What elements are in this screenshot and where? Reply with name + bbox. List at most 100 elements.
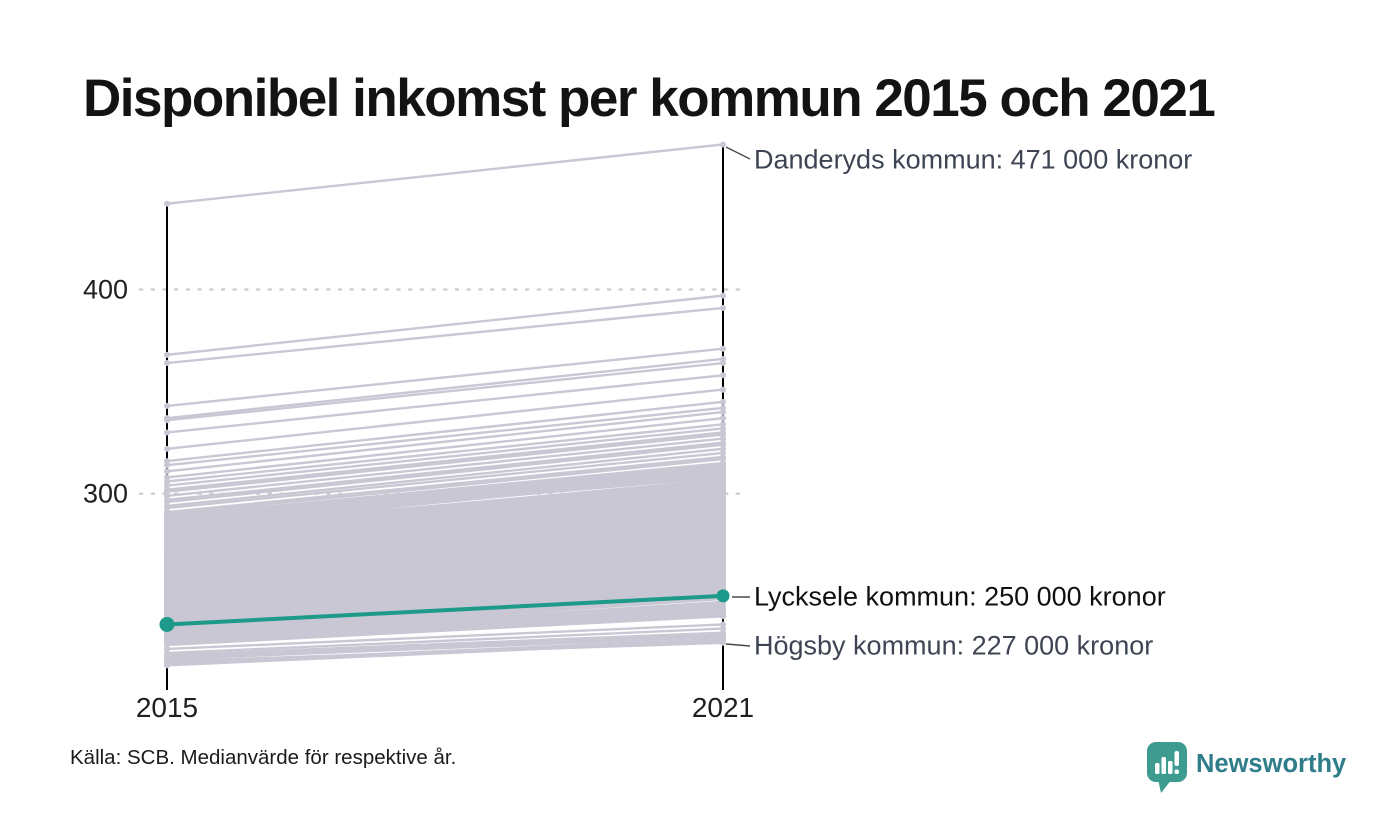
line-endpoint-dot [720,398,726,405]
source-note: Källa: SCB. Medianvärde för respektive å… [70,746,457,769]
municipality-line [166,437,724,497]
brand-name: Newsworthy [1196,750,1347,778]
line-endpoint-dot [164,200,170,207]
municipality-line [166,530,724,584]
line-endpoint-dot [720,292,726,299]
municipality-line [166,357,724,420]
municipality-line [166,514,724,568]
municipality-line [166,416,724,479]
municipality-line [166,542,724,597]
line-endpoint-dot [164,429,170,436]
municipality-line [166,509,724,564]
municipality-line [166,294,724,357]
municipality-line [166,433,724,493]
municipality-line [166,633,724,659]
highlighted-dot-2021 [716,589,730,603]
municipality-line [166,490,724,538]
municipality-line [166,502,724,551]
municipality-line [166,516,724,570]
municipality-line [166,631,724,657]
line-endpoint-dot [720,415,726,422]
leader-hogsby [725,643,751,647]
municipality-line [166,476,724,526]
line-endpoint-dot [720,639,726,646]
municipality-line [166,498,724,547]
municipality-line [166,447,724,508]
annotation-danderyd: Danderyds kommun: 471 000 kronor [754,144,1193,175]
line-endpoint-dot [164,360,170,367]
annotation-lycksele: Lycksele kommun: 250 000 kronor [754,581,1166,612]
municipality-line [166,431,724,491]
municipality-line [166,641,724,663]
line-endpoint-dot [164,402,170,409]
municipality-line [166,443,724,504]
line-endpoint-dot [720,304,726,311]
line-endpoint-dot [720,468,726,475]
municipality-line [166,524,724,578]
line-endpoint-dot [164,351,170,358]
municipality-line [166,635,724,661]
x-axis-label-2021: 2021 [691,692,755,723]
line-endpoint-dot [164,658,170,665]
highlighted-line-lycksele [166,593,724,627]
municipality-line [166,627,724,655]
line-endpoint-dot [720,360,726,367]
municipality-line [166,143,724,205]
brand-logo: Newsworthy [1147,742,1346,794]
municipality-line [166,623,724,651]
municipality-line [166,518,724,572]
municipality-line [166,536,724,590]
municipality-line [166,505,724,560]
municipality-line [166,410,724,473]
municipality-line [166,534,724,588]
leader-danderyd [725,146,751,160]
y-axis-tick-400: 400 [82,274,128,304]
municipality-line [166,306,724,365]
newsworthy-icon [1147,742,1187,793]
line-endpoint-dot [720,613,726,620]
line-endpoint-dot [164,445,170,452]
line-endpoint-dot [164,468,170,475]
municipality-line [166,507,724,562]
municipality-line [166,540,724,595]
municipality-line [166,522,724,576]
municipality-line [166,526,724,580]
line-endpoint-dot [720,386,726,393]
municipality-line [166,361,724,422]
municipality-line [166,520,724,574]
line-endpoint-dot [720,372,726,379]
line-endpoint-dot [164,462,170,469]
line-endpoint-dot [164,417,170,424]
chart-title: Disponibel inkomst per kommun 2015 och 2… [83,69,1216,128]
municipality-line [166,441,724,502]
municipality-line [166,532,724,586]
line-endpoint-dot [720,345,726,352]
municipality-line [166,480,724,530]
municipality-line [166,427,724,487]
municipality-line [166,347,724,408]
municipality-line [166,494,724,542]
municipality-line [166,528,724,582]
municipality-line [166,388,724,451]
highlighted-dot-2015 [159,616,175,632]
municipality-line [166,374,724,434]
municipality-line [166,597,724,638]
annotation-hogsby: Högsby kommun: 227 000 kronor [754,630,1154,661]
line-endpoint-dot [720,141,726,148]
line-endpoint-dot [164,515,170,522]
y-axis-tick-300: 300 [82,478,128,509]
line-endpoint-dot [164,525,170,532]
municipality-line [166,406,724,467]
municipality-line [166,538,724,592]
municipality-line [166,461,724,518]
municipality-line [166,470,724,520]
municipality-line [166,455,724,514]
municipality-line [166,511,724,566]
municipality-line [166,423,724,483]
municipality-line [166,615,724,647]
municipality-line [166,457,724,516]
municipality-line [166,400,724,463]
line-endpoint-dot [720,409,726,416]
